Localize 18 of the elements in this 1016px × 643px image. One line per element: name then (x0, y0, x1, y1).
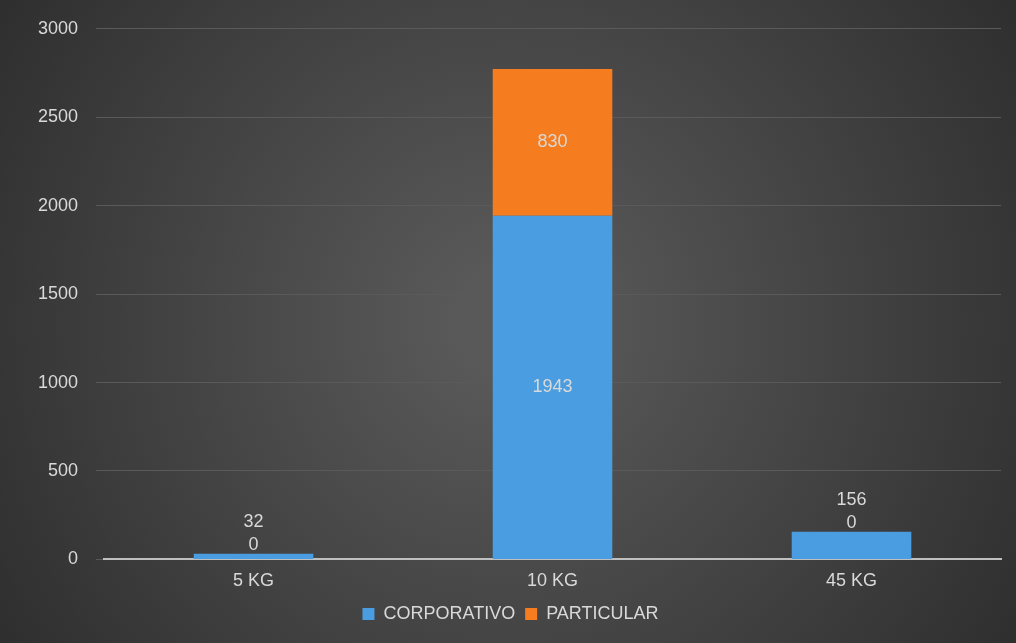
x-tick-label: 10 KG (527, 570, 579, 591)
y-tick-label: 2000 (38, 194, 79, 215)
data-label: 156 (836, 488, 867, 509)
x-tick-label: 5 KG (233, 570, 275, 591)
y-tick-label: 2500 (38, 106, 79, 127)
legend-label: CORPORATIVO (383, 602, 516, 623)
y-tick-label: 0 (68, 548, 79, 569)
data-label: 1943 (532, 376, 573, 397)
data-label: 32 (243, 510, 264, 531)
y-tick-label: 3000 (38, 17, 79, 38)
data-label: 0 (846, 511, 857, 532)
data-label: 0 (248, 533, 259, 554)
y-tick-label: 500 (48, 459, 79, 480)
y-tick-label: 1500 (38, 283, 79, 304)
x-tick-label: 45 KG (825, 570, 878, 591)
data-label: 830 (537, 131, 568, 152)
legend-label: PARTICULAR (546, 602, 659, 623)
y-tick-label: 1000 (38, 371, 79, 392)
